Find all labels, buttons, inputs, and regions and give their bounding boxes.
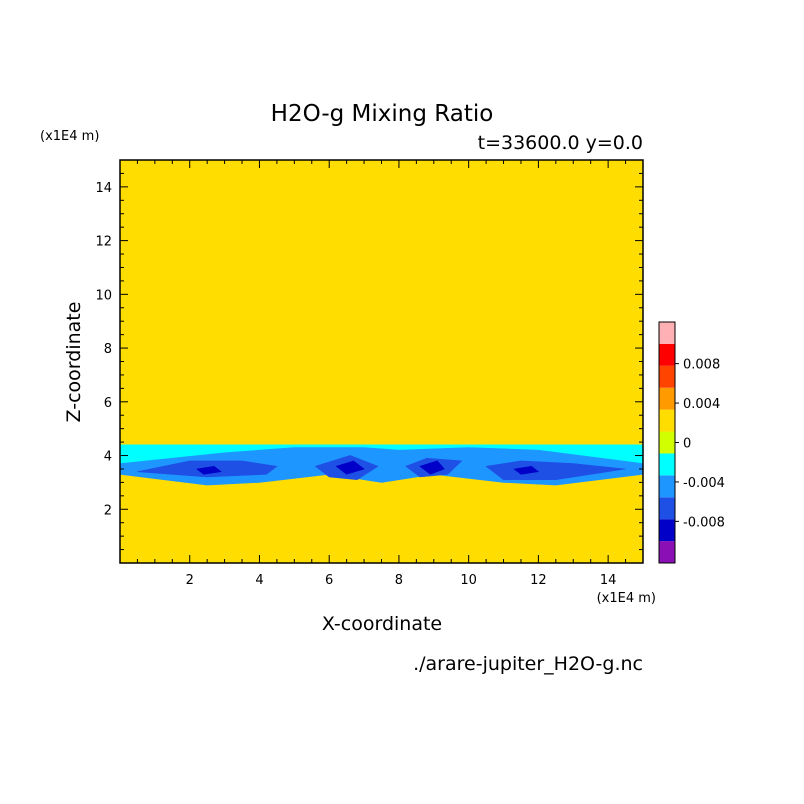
- contour-region: [175, 342, 215, 368]
- chart-title: H2O-g Mixing Ratio: [271, 101, 494, 127]
- colorbar-tick-label: 0.004: [683, 397, 720, 412]
- x-tick-label: 2: [186, 573, 194, 588]
- contour-region: [419, 460, 445, 475]
- contour-region: [119, 243, 281, 368]
- colorbar-segment: [659, 519, 675, 542]
- y-axis-label: Z-coordinate: [63, 302, 85, 423]
- contour-region: [506, 404, 539, 421]
- colorbar-segment: [659, 409, 675, 432]
- contour-region: [224, 404, 257, 421]
- contour-region: [426, 302, 483, 355]
- contour-region: [119, 479, 644, 564]
- source-file-label: ./arare-jupiter_H2O-g.nc: [413, 653, 643, 675]
- x-unit-label: (x1E4 m): [597, 591, 656, 606]
- x-tick-label: 14: [600, 573, 617, 588]
- y-tick-label: 2: [104, 503, 112, 518]
- x-tick-label: 8: [395, 573, 403, 588]
- y-unit-label: (x1E4 m): [40, 129, 99, 144]
- colorbar-segment: [659, 343, 675, 366]
- y-tick-label: 10: [95, 288, 112, 303]
- x-tick-label: 4: [255, 573, 263, 588]
- colorbar-segment: [659, 365, 675, 388]
- colorbar-segment: [659, 453, 675, 476]
- contour-region: [280, 302, 337, 355]
- contour-region: [412, 328, 449, 357]
- colorbar-tick-label: 0.008: [683, 358, 720, 373]
- colorbar-tick-label: -0.008: [683, 515, 725, 530]
- contour-region: [314, 328, 351, 357]
- contour-region: [234, 363, 260, 389]
- y-tick-label: 6: [104, 396, 112, 411]
- y-tick-label: 14: [95, 181, 112, 196]
- x-axis: 2 4 6 8 10 12 14: [136, 160, 627, 588]
- x-tick-label: 10: [460, 573, 477, 588]
- colorbar-segment: [659, 431, 675, 454]
- contour-region: [548, 342, 588, 368]
- colorbar-segment: [659, 387, 675, 410]
- x-axis-label: X-coordinate: [322, 613, 442, 635]
- colorbar-segment: [659, 475, 675, 498]
- contour-region: [513, 465, 540, 475]
- y-tick-label: 8: [104, 342, 112, 357]
- contour-fill: [119, 160, 644, 564]
- x-tick-label: 6: [325, 573, 333, 588]
- contour-region: [482, 243, 644, 368]
- contour-region: [367, 240, 393, 255]
- contour-region: [335, 460, 365, 475]
- contour-region: [485, 460, 626, 481]
- colorbar-tick-label: -0.004: [683, 476, 725, 491]
- colorbar-segment: [659, 322, 675, 344]
- colorbar-segment: [659, 541, 675, 563]
- contour-region: [195, 465, 222, 475]
- colorbar: -0.008 -0.004 0 0.004 0.008: [658, 321, 725, 564]
- contour-region: [503, 363, 529, 389]
- x-tick-label: 12: [530, 573, 547, 588]
- colorbar-tick-label: 0: [683, 437, 691, 452]
- y-axis: 2 4 6 8 10 12 14: [95, 172, 643, 551]
- colorbar-segment: [659, 497, 675, 520]
- y-tick-label: 4: [104, 450, 112, 465]
- y-tick-label: 12: [95, 235, 112, 250]
- chart-subtitle: t=33600.0 y=0.0: [478, 132, 643, 154]
